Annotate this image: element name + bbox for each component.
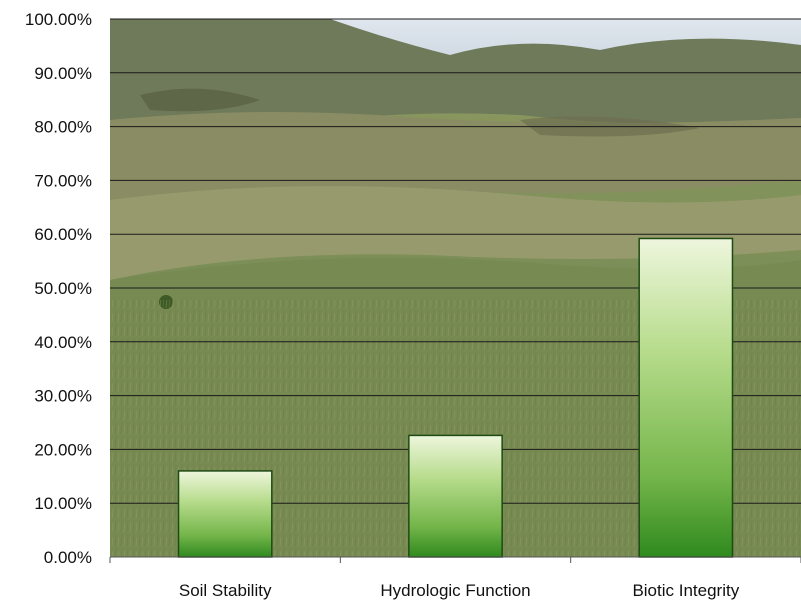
y-tick-label: 80.00% [34, 118, 92, 137]
x-tick-label: Hydrologic Function [380, 581, 530, 600]
y-tick-label: 70.00% [34, 171, 92, 190]
y-tick-label: 100.00% [25, 10, 92, 29]
y-tick-label: 60.00% [34, 225, 92, 244]
x-axis-tick-labels: Soil Stability Hydrologic Function Biotic … [179, 581, 740, 600]
y-tick-label: 40.00% [34, 333, 92, 352]
y-axis-tick-labels: 0.00% 10.00% 20.00% 30.00% 40.00% 50.00% 60.00… [25, 10, 92, 567]
y-tick-label: 50.00% [34, 279, 92, 298]
bar [638, 237, 734, 558]
y-tick-label: 10.00% [34, 494, 92, 513]
x-axis [109, 556, 801, 563]
y-tick-label: 0.00% [44, 548, 92, 567]
x-tick-label: Biotic Integrity [632, 581, 739, 600]
bar [408, 434, 503, 558]
y-tick-label: 30.00% [34, 387, 92, 406]
y-tick-label: 20.00% [34, 440, 92, 459]
x-tick-label: Soil Stability [179, 581, 272, 600]
bars [177, 237, 734, 558]
y-tick-label: 90.00% [34, 64, 92, 83]
bar [177, 470, 273, 558]
